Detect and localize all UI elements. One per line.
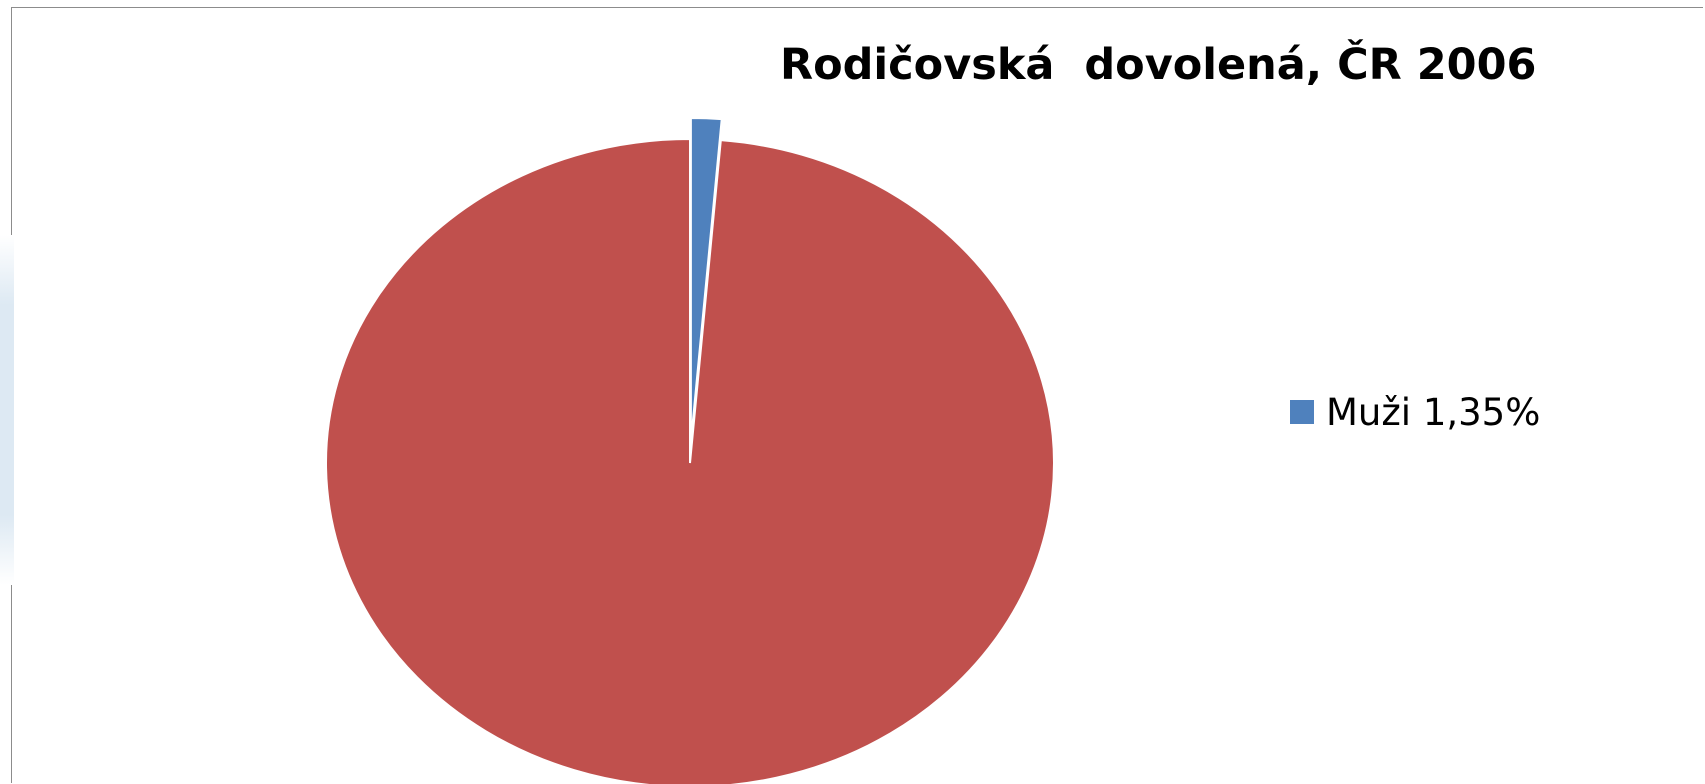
legend-label-muzi: Muži 1,35%	[1326, 390, 1541, 434]
legend: Muži 1,35%	[1290, 390, 1540, 434]
pie-slices	[324, 117, 1055, 784]
pie-slice-0	[689, 117, 723, 443]
chart-title: Rodičovská dovolená, ČR 2006	[780, 40, 1537, 90]
legend-swatch-muzi	[1290, 400, 1314, 424]
background-accent	[0, 235, 14, 585]
pie-slice-1	[324, 137, 1055, 784]
